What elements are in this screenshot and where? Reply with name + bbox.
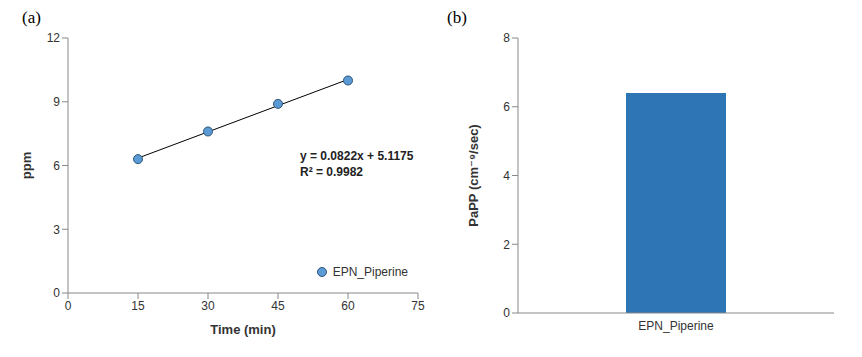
svg-text:0: 0 <box>503 306 510 320</box>
svg-text:4: 4 <box>503 169 510 183</box>
svg-text:PaPP (cm⁻⁹/sec): PaPP (cm⁻⁹/sec) <box>466 124 481 226</box>
svg-text:60: 60 <box>341 299 355 313</box>
svg-text:0: 0 <box>53 286 60 300</box>
svg-text:75: 75 <box>411 299 425 313</box>
svg-text:Time (min): Time (min) <box>210 322 276 337</box>
svg-text:8: 8 <box>503 31 510 45</box>
svg-text:45: 45 <box>271 299 285 313</box>
svg-text:6: 6 <box>53 159 60 173</box>
html-text:(a): (a) <box>22 8 41 27</box>
svg-text:0: 0 <box>65 299 72 313</box>
svg-text:15: 15 <box>131 299 145 313</box>
html-text:y = 0.0822x + 5.1175: y = 0.0822x + 5.1175 <box>300 149 414 163</box>
html-text:(b): (b) <box>447 8 467 27</box>
svg-text:30: 30 <box>201 299 215 313</box>
svg-text:9: 9 <box>53 95 60 109</box>
svg-text:3: 3 <box>53 223 60 237</box>
html-text:EPN_Piperine: EPN_Piperine <box>332 265 408 279</box>
svg-text:2: 2 <box>503 238 510 252</box>
svg-text:ppm: ppm <box>19 152 34 179</box>
html-text:R² = 0.9982: R² = 0.9982 <box>300 165 363 179</box>
svg-text:12: 12 <box>47 31 61 45</box>
svg-text:EPN_Piperine: EPN_Piperine <box>638 319 714 333</box>
svg-text:6: 6 <box>503 100 510 114</box>
